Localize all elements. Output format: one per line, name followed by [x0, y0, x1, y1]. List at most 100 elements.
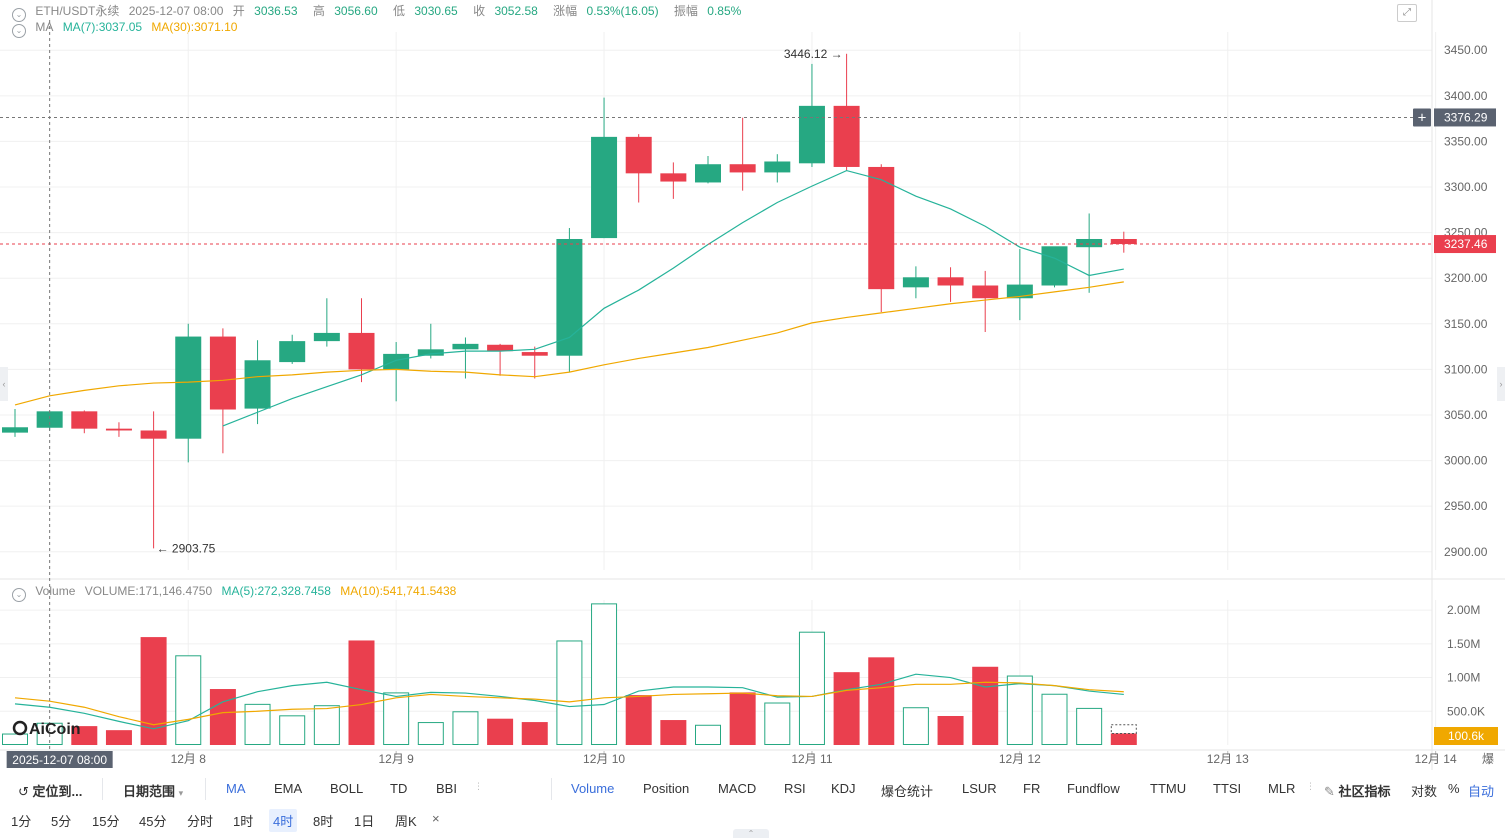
interval-8h[interactable]: 8时 [313, 814, 334, 829]
candle-body[interactable] [348, 332, 375, 370]
candle-body[interactable] [209, 336, 236, 410]
candle-body[interactable] [313, 332, 340, 342]
sub-indicator-macd[interactable]: MACD [718, 781, 757, 796]
candle-body[interactable] [1076, 238, 1103, 248]
axis-corner-label: 爆 [1482, 752, 1494, 766]
resize-handle-icon[interactable]: ⌃ [733, 829, 769, 838]
auto-scale-toggle[interactable]: 自动 [1468, 784, 1495, 799]
candle-body[interactable] [625, 136, 652, 174]
sub-indicator-ttmu[interactable]: TTMU [1150, 781, 1187, 796]
scroll-left-icon[interactable]: ‹ [0, 367, 8, 401]
sub-indicator-ttsi[interactable]: TTSI [1213, 781, 1242, 796]
candle-body[interactable] [902, 277, 929, 288]
volume-bar [1076, 707, 1103, 746]
sub-indicator-position[interactable]: Position [643, 781, 690, 796]
change-label: 涨幅 [553, 4, 578, 18]
candle-body[interactable] [279, 341, 306, 363]
sub-indicator-mlr[interactable]: MLR [1268, 781, 1296, 796]
more-dots-icon[interactable]: ⋮ [1306, 781, 1315, 791]
volume-bar [279, 715, 306, 745]
locate-button[interactable]: ↺ 定位到... [18, 784, 83, 799]
date-range-button[interactable]: 日期范围 ▾ [123, 784, 184, 799]
candle-body[interactable] [937, 277, 964, 286]
candle-body[interactable] [452, 343, 479, 350]
volume-bar [695, 724, 721, 746]
candle-body[interactable] [105, 428, 132, 431]
interval-1d[interactable]: 1日 [354, 814, 375, 829]
sub-indicator-liquidation[interactable]: 爆仓统计 [881, 784, 934, 799]
sub-indicator-lsur[interactable]: LSUR [962, 781, 997, 796]
interval-1m[interactable]: 1分 [11, 814, 32, 829]
candle-body[interactable] [695, 164, 721, 183]
plus-icon: + [1418, 109, 1427, 126]
ma-indicator-name[interactable]: MA [35, 20, 54, 34]
volume-bar [487, 718, 514, 745]
main-indicator-td[interactable]: TD [390, 781, 408, 796]
candlestick-chart[interactable]: 2900.00 2950.00 3000.00 3050.00 3100.00 3150.… [0, 0, 1505, 775]
candle-body[interactable] [1041, 246, 1068, 286]
candle-body[interactable] [383, 353, 410, 370]
candle-body[interactable] [729, 164, 756, 173]
sub-indicator-fundflow[interactable]: Fundflow [1067, 781, 1120, 796]
collapse-icon[interactable]: ⌄ [12, 24, 26, 38]
interval-4h[interactable]: 4时 [269, 809, 298, 832]
interval-15m[interactable]: 15分 [92, 814, 120, 829]
crosshair-add-button[interactable] [1413, 108, 1431, 127]
interval-45m[interactable]: 45分 [139, 814, 167, 829]
last-price-tag [1434, 235, 1496, 254]
interval-timeshare[interactable]: 分时 [187, 814, 214, 829]
candle-body[interactable] [175, 336, 202, 439]
sub-indicator-volume[interactable]: Volume [571, 781, 615, 796]
svg-text:AiCoin: AiCoin [29, 721, 81, 738]
candle-body[interactable] [417, 349, 444, 356]
more-dots-icon[interactable]: ⋮ [474, 781, 483, 791]
main-indicator-boll[interactable]: BOLL [330, 781, 364, 796]
interval-5m[interactable]: 5分 [51, 814, 72, 829]
candle-body[interactable] [972, 285, 999, 299]
interval-week[interactable]: 周K [395, 814, 417, 829]
candle-body[interactable] [521, 352, 548, 356]
main-indicator-ema[interactable]: EMA [274, 781, 303, 796]
main-indicator-bbi[interactable]: BBI [436, 781, 457, 796]
fullscreen-icon[interactable]: ⤢ [1397, 4, 1417, 22]
volume-bar [729, 692, 756, 745]
candle-body[interactable] [140, 430, 167, 439]
candle-body[interactable] [487, 344, 514, 352]
time-tick-label: 12月 12 [999, 752, 1041, 766]
log-scale-toggle[interactable]: 对数 [1411, 784, 1438, 799]
price-tick-label: 3450.00 [1444, 43, 1488, 57]
candle-body[interactable] [660, 173, 687, 182]
price-annotation: 3446.12 → [784, 47, 843, 61]
sub-indicator-rsi[interactable]: RSI [784, 781, 806, 796]
main-indicator-ma[interactable]: MA [226, 781, 246, 796]
candle-body[interactable] [833, 105, 860, 167]
candle-body[interactable] [244, 360, 271, 409]
sub-indicator-fr[interactable]: FR [1023, 781, 1041, 796]
candle-body[interactable] [591, 136, 618, 239]
collapse-icon[interactable]: ⌄ [12, 588, 26, 602]
volume-bar [175, 655, 202, 745]
candle-body[interactable] [71, 411, 98, 429]
community-indicators-button[interactable]: ✎ 社区指标 [1324, 784, 1391, 799]
last-price-label: 3237.46 [1444, 237, 1488, 251]
candle-body[interactable] [868, 166, 895, 290]
crosshair-time-tag [6, 751, 113, 768]
collapse-icon[interactable]: ⌄ [12, 8, 26, 22]
close-label: 收 [473, 4, 486, 18]
sub-indicator-kdj[interactable]: KDJ [831, 781, 856, 796]
symbol-label: ETH/USDT永续 [35, 4, 120, 18]
interval-1h[interactable]: 1时 [233, 814, 254, 829]
percent-scale-toggle[interactable]: % [1448, 781, 1460, 796]
candle-body[interactable] [2, 427, 28, 433]
candle-body[interactable] [36, 411, 63, 428]
candle-body[interactable] [556, 238, 583, 356]
candle-body[interactable] [1110, 238, 1137, 245]
close-icon[interactable]: × [432, 811, 440, 826]
candle-body[interactable] [764, 161, 791, 173]
candle-body[interactable] [798, 105, 825, 164]
scroll-right-icon[interactable]: › [1497, 367, 1505, 401]
candle-body[interactable] [1006, 284, 1033, 299]
volume-bar [452, 711, 479, 745]
volume-indicator-name[interactable]: Volume [35, 584, 76, 598]
